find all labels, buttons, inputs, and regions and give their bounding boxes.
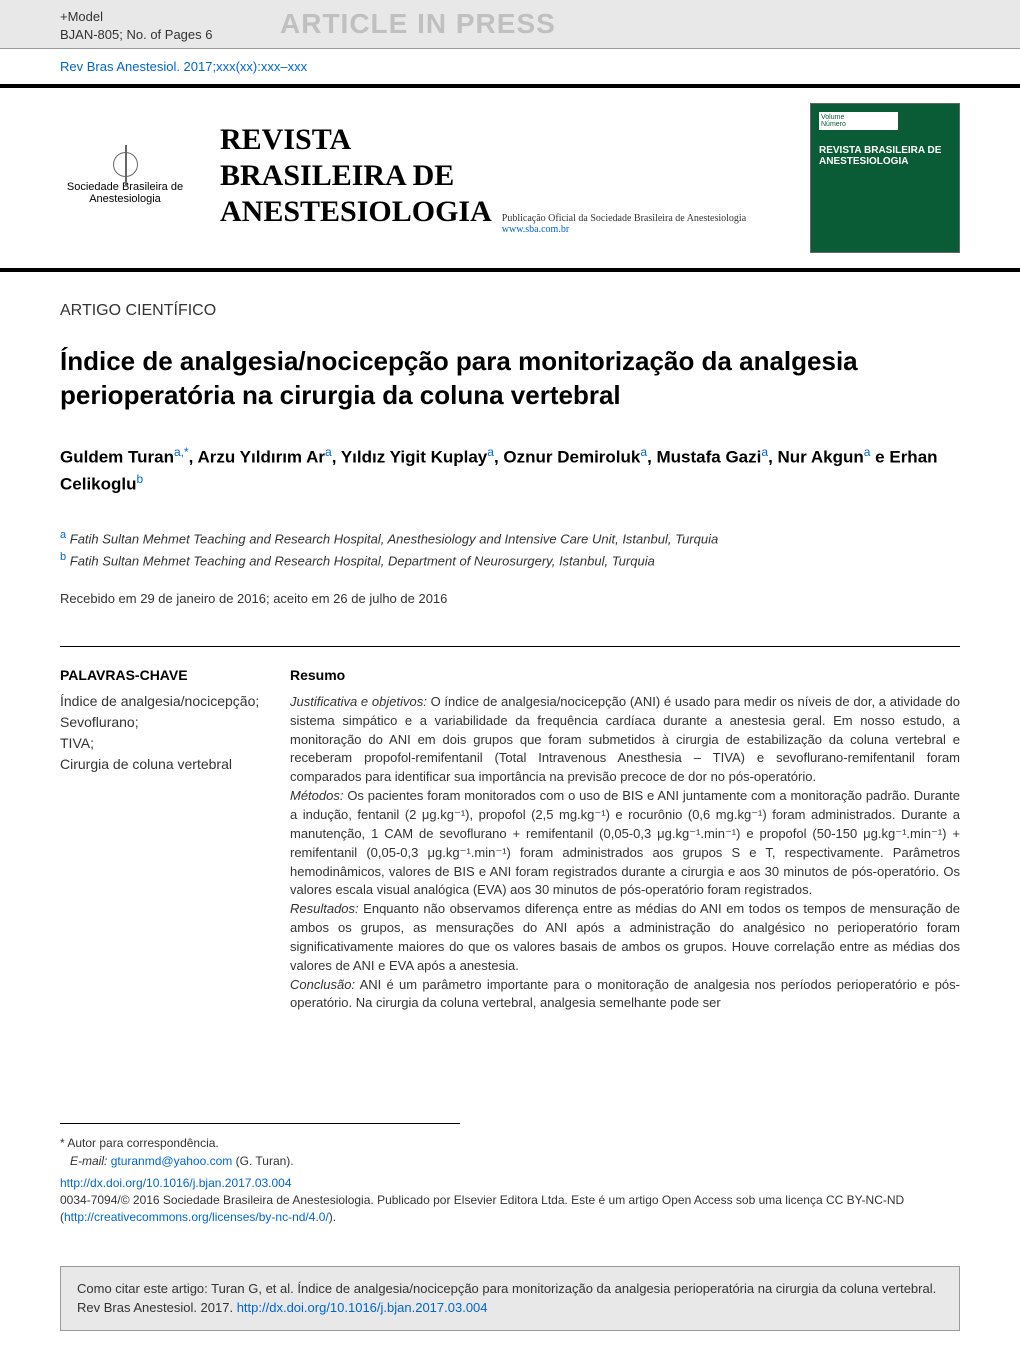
citation-line: Rev Bras Anestesiol. 2017;xxx(xx):xxx–xx…	[0, 49, 1020, 84]
abstract-section: PALAVRAS-CHAVE Índice de analgesia/nocic…	[60, 646, 960, 1013]
email-link[interactable]: gturanmd@yahoo.com	[111, 1154, 233, 1168]
cc-link[interactable]: http://creativecommons.org/licenses/by-n…	[64, 1210, 329, 1224]
page: +Model BJAN-805; No. of Pages 6 ARTICLE …	[0, 0, 1020, 1331]
cover-thumbnail: VolumeNúmero REVISTA BRASILEIRA DE ANEST…	[810, 103, 960, 253]
received-date: Recebido em 29 de janeiro de 2016; aceit…	[60, 591, 960, 606]
copyright: 0034-7094/© 2016 Sociedade Brasileira de…	[60, 1192, 960, 1226]
conclusao-label: Conclusão:	[290, 977, 355, 992]
doi-link[interactable]: http://dx.doi.org/10.1016/j.bjan.2017.03…	[60, 1176, 960, 1190]
journal-title-line1: REVISTA	[220, 122, 780, 158]
citation-box-text: Como citar este artigo: Turan G, et al. …	[77, 1281, 936, 1316]
email-author: (G. Turan).	[232, 1154, 293, 1168]
keywords-heading: PALAVRAS-CHAVE	[60, 667, 260, 683]
email-line: E-mail: gturanmd@yahoo.com (G. Turan).	[60, 1152, 960, 1170]
top-bar: +Model BJAN-805; No. of Pages 6 ARTICLE …	[0, 0, 1020, 49]
email-label: E-mail:	[70, 1154, 107, 1168]
authors: Guldem Turana,*, Arzu Yıldırım Ara, Yıld…	[60, 443, 960, 497]
keywords-column: PALAVRAS-CHAVE Índice de analgesia/nocic…	[60, 647, 260, 1013]
cover-title: REVISTA BRASILEIRA DE ANESTESIOLOGIA	[819, 145, 951, 167]
article-type: ARTIGO CIENTÍFICO	[60, 302, 960, 320]
copyright-end: ).	[329, 1210, 336, 1224]
journal-title-line3: ANESTESIOLOGIA	[220, 194, 492, 230]
article-in-press-banner: ARTICLE IN PRESS	[280, 8, 556, 40]
metodos-label: Métodos:	[290, 788, 343, 803]
justificativa-label: Justificativa e objetivos:	[290, 694, 427, 709]
affiliations: a Fatih Sultan Mehmet Teaching and Resea…	[60, 527, 960, 571]
journal-subtitle: Publicação Oficial da Sociedade Brasilei…	[502, 213, 746, 224]
corresponding-author: * Autor para correspondência.	[60, 1134, 960, 1152]
keywords-list: Índice de analgesia/nocicepção;Sevoflura…	[60, 691, 260, 775]
article-content: ARTIGO CIENTÍFICO Índice de analgesia/no…	[0, 272, 1020, 1043]
journal-title-line2: BRASILEIRA DE	[220, 158, 780, 194]
affiliation-b: Fatih Sultan Mehmet Teaching and Researc…	[70, 553, 655, 568]
caduceus-icon	[113, 152, 138, 177]
journal-title-block: REVISTA BRASILEIRA DE ANESTESIOLOGIA Pub…	[220, 122, 780, 235]
article-title: Índice de analgesia/nocicepção para moni…	[60, 345, 960, 413]
resultados-label: Resultados:	[290, 901, 359, 916]
abstract-text: Justificativa e objetivos: O índice de a…	[290, 693, 960, 1013]
affiliation-a: Fatih Sultan Mehmet Teaching and Researc…	[70, 532, 718, 547]
abstract-column: Resumo Justificativa e objetivos: O índi…	[290, 646, 960, 1013]
abstract-heading: Resumo	[290, 667, 960, 683]
resultados-text: Enquanto não observamos diferença entre …	[290, 901, 960, 973]
journal-url[interactable]: www.sba.com.br	[502, 224, 746, 235]
footnote-divider	[60, 1123, 460, 1124]
header-band: Sociedade Brasileira de Anestesiologia R…	[0, 84, 1020, 272]
citation-text[interactable]: Rev Bras Anestesiol. 2017;xxx(xx):xxx–xx…	[60, 59, 307, 74]
citation-box-url[interactable]: http://dx.doi.org/10.1016/j.bjan.2017.03…	[237, 1300, 488, 1315]
footer-section: * Autor para correspondência. E-mail: gt…	[0, 1103, 1020, 1246]
society-logo: Sociedade Brasileira de Anestesiologia	[60, 128, 190, 228]
conclusao-text: ANI é um parâmetro importante para o mon…	[290, 977, 960, 1011]
citation-box: Como citar este artigo: Turan G, et al. …	[60, 1266, 960, 1331]
metodos-text: Os pacientes foram monitorados com o uso…	[290, 788, 960, 897]
